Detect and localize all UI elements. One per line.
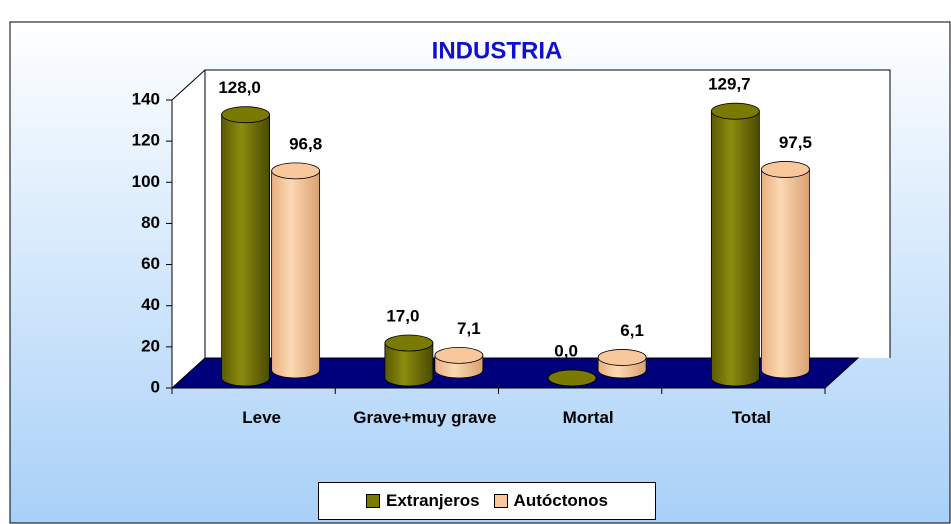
- bar: [710, 102, 760, 387]
- bar-top: [384, 334, 434, 352]
- bar-top: [760, 161, 810, 178]
- y-tick-label: 100: [132, 172, 160, 191]
- bar: [760, 161, 810, 379]
- x-tick-label: Leve: [242, 408, 281, 427]
- value-label: 6,1: [620, 321, 644, 340]
- bar: [384, 334, 434, 387]
- bar: [221, 106, 271, 387]
- x-tick-label: Grave+muy grave: [353, 408, 497, 427]
- bar-top: [434, 346, 484, 364]
- back-wall: [172, 70, 890, 388]
- legend: Extranjeros Autóctonos: [318, 482, 656, 520]
- bar: [547, 369, 597, 387]
- value-label: 96,8: [289, 134, 322, 153]
- legend-item: Autóctonos: [493, 491, 608, 511]
- legend-label: Autóctonos: [513, 491, 608, 510]
- y-tick-label: 80: [141, 213, 160, 232]
- value-label: 97,5: [779, 133, 812, 152]
- legend-item: Extranjeros: [366, 491, 480, 511]
- value-label: 129,7: [708, 75, 751, 94]
- bar-body: [710, 110, 760, 387]
- x-tick-label: Total: [731, 408, 772, 427]
- bar-top: [271, 162, 321, 180]
- bar-top: [710, 102, 760, 120]
- bar-top: [221, 106, 271, 124]
- bar-body: [221, 114, 271, 387]
- bar-top: [597, 349, 647, 366]
- bar-body: [271, 170, 321, 379]
- chart-title: INDUSTRIA: [432, 37, 563, 64]
- bar: [271, 162, 321, 379]
- value-label: 0,0: [554, 341, 578, 360]
- legend-label: Extranjeros: [386, 491, 480, 510]
- y-tick-label: 60: [141, 254, 160, 273]
- x-tick-label: Mortal: [562, 408, 614, 427]
- legend-swatch: [366, 494, 380, 508]
- bar: [597, 349, 647, 379]
- value-label: 128,0: [218, 78, 261, 97]
- legend-swatch: [493, 494, 508, 508]
- bar-body: [760, 169, 810, 379]
- value-label: 17,0: [386, 307, 419, 326]
- y-tick-label: 0: [151, 377, 160, 396]
- y-tick-label: 140: [132, 89, 160, 108]
- y-tick-label: 120: [132, 131, 160, 150]
- y-tick-label: 20: [141, 336, 160, 355]
- y-tick-label: 40: [141, 295, 160, 314]
- bar: [434, 346, 484, 379]
- bar-top: [547, 369, 597, 387]
- bar-body: [384, 342, 434, 387]
- value-label: 7,1: [457, 319, 481, 338]
